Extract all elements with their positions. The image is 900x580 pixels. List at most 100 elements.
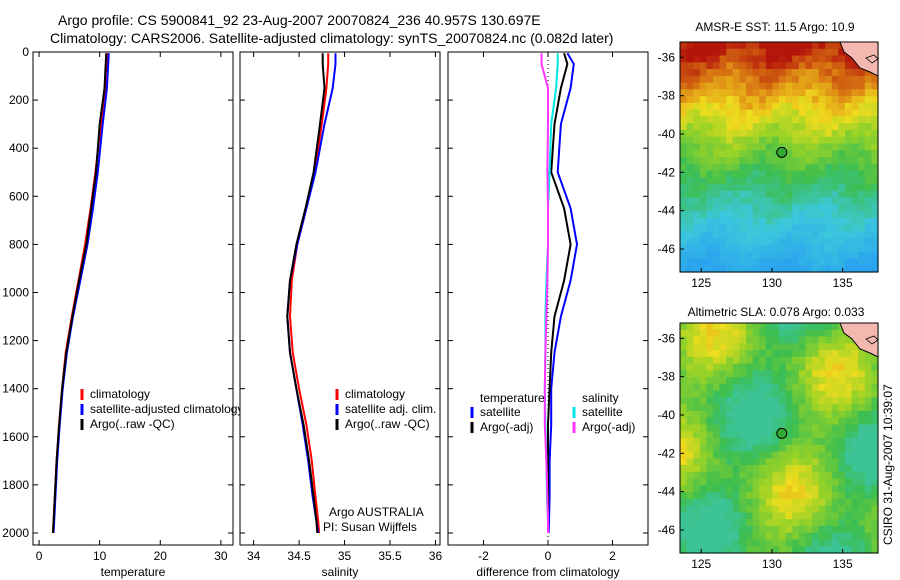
sla_map-cell <box>752 451 760 459</box>
sla_map-cell <box>845 350 853 358</box>
sla_map-cell <box>851 539 859 547</box>
sla_map-cell <box>686 431 694 439</box>
sst_map-cell <box>765 42 773 50</box>
sla_map-cell <box>739 525 747 534</box>
sla_map-cell <box>746 390 754 399</box>
sst_map-cell <box>732 217 740 226</box>
sst_map-cell <box>686 102 694 111</box>
sst_map-cell <box>805 211 813 219</box>
sla_map-cell <box>838 498 846 507</box>
sla_map-cell <box>864 532 872 541</box>
sst_map-cell <box>693 231 701 239</box>
sla_map-cell <box>693 424 701 432</box>
sst_map-cell <box>779 82 787 90</box>
sla_map-cell <box>732 431 740 439</box>
sst_map-cell <box>812 48 820 57</box>
sst_map-cell <box>785 258 793 266</box>
sst_map-cell <box>798 163 806 172</box>
sla_map-cell <box>732 323 740 331</box>
sla_map-cell <box>818 363 826 371</box>
sla_map-cell <box>765 431 773 439</box>
sla_map-cell <box>845 336 853 344</box>
sla_map-cell <box>739 390 747 399</box>
sst_map-cell <box>686 163 694 172</box>
sla_map-cell <box>765 519 773 527</box>
sla_map-cell <box>765 444 773 453</box>
sst_map-cell <box>779 116 787 124</box>
sla_map-cell <box>706 397 714 405</box>
sst_map-cell <box>765 82 773 90</box>
sst_map-cell <box>752 184 760 192</box>
sla_map-cell <box>845 546 853 554</box>
sst_map-cell <box>792 109 800 118</box>
sla_map-cell <box>752 519 760 527</box>
sst_map-cell <box>693 55 701 63</box>
sst_map-ytick-label: -38 <box>658 89 676 103</box>
sst_map-cell <box>719 150 727 158</box>
sla_map-cell <box>831 383 839 392</box>
sla_map-cell <box>732 485 740 493</box>
sla_map-cell <box>765 539 773 547</box>
sst_map-cell <box>779 190 787 199</box>
sst_map-cell <box>699 129 707 138</box>
sla_map-cell <box>746 512 754 520</box>
sla_map-cell <box>706 410 714 419</box>
sla_map-cell <box>812 424 820 432</box>
sst_map-cell <box>765 177 773 185</box>
sst_map-xtick-label: 130 <box>762 276 782 290</box>
sst_map-ytick-label: -44 <box>658 204 676 218</box>
sla_map-cell <box>759 390 767 399</box>
sla_map-cell <box>779 356 787 365</box>
sla_map-cell <box>726 336 734 344</box>
sla_map-cell <box>739 356 747 365</box>
sst_map-cell <box>746 48 754 57</box>
sla_map-cell <box>805 478 813 486</box>
sst_map-cell <box>838 48 846 57</box>
sst_map-cell <box>752 82 760 90</box>
sla_map-cell <box>805 498 813 507</box>
sst_map-cell <box>798 89 806 97</box>
sst_map-cell <box>825 231 833 239</box>
sla_map-cell <box>726 438 734 446</box>
sst_map-cell <box>812 123 820 131</box>
sla_map-cell <box>825 363 833 371</box>
sst_map-cell <box>706 96 714 104</box>
sla_map-cell <box>759 404 767 412</box>
sla_map-cell <box>739 444 747 453</box>
sla_map-cell <box>792 410 800 419</box>
sst_map-cell <box>765 190 773 199</box>
sla_map-cell <box>719 424 727 432</box>
sla_map-cell <box>772 336 780 344</box>
sst_map-cell <box>772 211 780 219</box>
sst_map-cell <box>746 69 754 77</box>
sla_map-cell <box>719 539 727 547</box>
sst_map-cell <box>851 62 859 70</box>
sst_map-cell <box>699 244 707 253</box>
sla_map-cell <box>752 525 760 534</box>
sst_map-cell <box>746 217 754 226</box>
sst_map-cell <box>831 163 839 172</box>
sst_map-cell <box>746 75 754 84</box>
sst_map-cell <box>818 82 826 90</box>
sst_map-cell <box>686 217 694 226</box>
sla_map-cell <box>825 465 833 473</box>
sla_map-cell <box>686 410 694 419</box>
sst_map-cell <box>759 224 767 233</box>
sla_map-xtick-label: 135 <box>833 557 853 571</box>
sla_map-cell <box>752 350 760 358</box>
sla_map-cell <box>845 417 853 426</box>
sst_map-cell <box>719 157 727 165</box>
sst_map-cell <box>752 211 760 219</box>
sst_map-cell <box>699 102 707 111</box>
sla_map-cell <box>726 363 734 371</box>
sla_map-cell <box>713 478 721 486</box>
sst_map-cell <box>798 231 806 239</box>
sla_map-cell <box>739 410 747 419</box>
sst_map-cell <box>726 211 734 219</box>
sla_map-cell <box>746 356 754 365</box>
sst_map-cell <box>726 238 734 246</box>
sst_map-cell <box>752 251 760 260</box>
sst_map-cell <box>798 251 806 260</box>
sst_map-cell <box>746 89 754 97</box>
temperature-ytick-label: 0 <box>22 45 29 59</box>
